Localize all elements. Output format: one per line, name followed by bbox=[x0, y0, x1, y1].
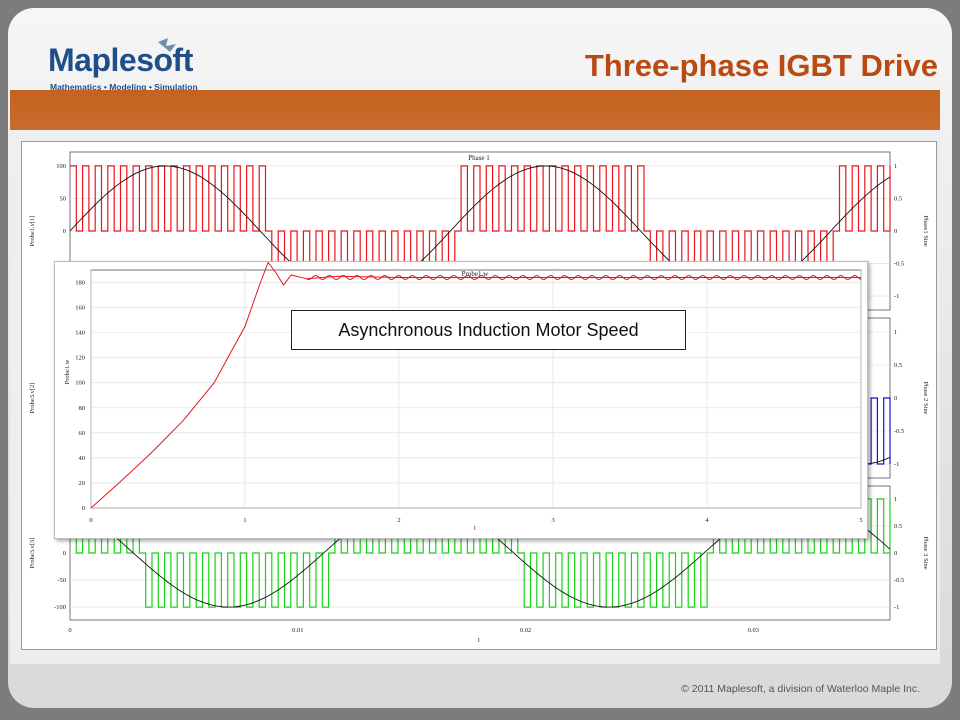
y-tick-label: -50 bbox=[57, 577, 66, 584]
slide-title: Three-phase IGBT Drive bbox=[584, 48, 938, 83]
x-tick-label: 4 bbox=[705, 517, 709, 524]
x-tick-label: 5 bbox=[859, 517, 862, 524]
y2-tick-label: -1 bbox=[894, 604, 899, 611]
y2-tick-label: 1 bbox=[894, 329, 897, 336]
y2-tick-label: 1 bbox=[894, 496, 897, 503]
y-axis-label: Probe1.w bbox=[64, 359, 71, 384]
y-tick-label: 140 bbox=[75, 330, 85, 337]
y-tick-label: 160 bbox=[75, 305, 85, 312]
y-axis-label: Probe3.v[3] bbox=[29, 538, 36, 569]
motor-speed-figure: 0 20 40 60 80 100 120 140 160 180 0 1 2 3 4 5 t Probe1.w P… bbox=[54, 261, 868, 539]
x-axis-label: t bbox=[478, 636, 480, 644]
logo-tagline: Mathematics • Modeling • Simulation bbox=[50, 82, 198, 92]
y2-axis-label: Phase 3 Sine bbox=[922, 536, 929, 569]
y2-tick-label: 0 bbox=[894, 395, 897, 402]
maple-leaf-icon bbox=[158, 38, 176, 52]
y2-tick-label: -0.5 bbox=[894, 577, 904, 584]
y-tick-label: 20 bbox=[79, 480, 86, 487]
y-tick-label: 100 bbox=[75, 380, 85, 387]
y2-tick-label: 0.5 bbox=[894, 523, 902, 530]
speed-plot-frame bbox=[90, 269, 862, 509]
panel-title: Phase 1 bbox=[468, 154, 490, 162]
y2-tick-label: 0 bbox=[894, 228, 897, 235]
speed-series-ripple bbox=[306, 274, 862, 281]
y2-tick-label: 0.5 bbox=[894, 362, 902, 369]
y-tick-label: 80 bbox=[79, 405, 86, 412]
y-tick-label: -100 bbox=[54, 604, 66, 611]
x-tick-label: 0 bbox=[68, 627, 71, 634]
y2-tick-label: 1 bbox=[894, 163, 897, 170]
y-tick-label: 0 bbox=[63, 550, 66, 557]
y-tick-label: 40 bbox=[79, 455, 86, 462]
y-tick-label: 100 bbox=[56, 163, 66, 170]
y2-tick-label: -1 bbox=[894, 293, 899, 300]
y2-axis-label: Phase1 Sine bbox=[922, 215, 929, 247]
motor-speed-callout: Asynchronous Induction Motor Speed bbox=[291, 310, 686, 350]
x-tick-label: 0.03 bbox=[748, 627, 759, 634]
y-tick-label: 180 bbox=[75, 280, 85, 287]
copyright-footer: © 2011 Maplesoft, a division of Waterloo… bbox=[681, 683, 920, 695]
y2-axis-label: Phase 2 Sine bbox=[922, 381, 929, 414]
y2-tick-label: 0.5 bbox=[894, 195, 902, 202]
x-tick-label: 2 bbox=[397, 517, 400, 524]
y2-tick-label: -0.5 bbox=[894, 261, 904, 268]
y-tick-label: 120 bbox=[75, 355, 85, 362]
maplesoft-logo: Maplesoft Mathematics • Modeling • Simul… bbox=[40, 36, 210, 96]
y2-tick-label: -1 bbox=[894, 461, 899, 468]
y-axis-label: Probe1.v[1] bbox=[29, 216, 36, 247]
y-tick-label: 50 bbox=[60, 195, 67, 202]
y2-tick-label: 0 bbox=[894, 550, 897, 557]
y-tick-label: 60 bbox=[79, 430, 86, 437]
speed-plot-title: Probe1.w bbox=[462, 270, 490, 278]
y2-tick-label: -0.5 bbox=[894, 428, 904, 435]
x-tick-label: 1 bbox=[243, 517, 246, 524]
y-tick-label: 0 bbox=[82, 505, 85, 512]
logo-wordmark: Maplesoft bbox=[48, 42, 193, 78]
y-tick-label: 0 bbox=[63, 228, 66, 235]
x-tick-label: 0 bbox=[89, 517, 92, 524]
x-tick-label: 3 bbox=[551, 517, 554, 524]
x-tick-label: 0.02 bbox=[520, 627, 531, 634]
x-axis-label: t bbox=[474, 524, 476, 532]
y-axis-label: Probe3.v[2] bbox=[29, 383, 36, 414]
motor-speed-svg: 0 20 40 60 80 100 120 140 160 180 0 1 2 3 4 5 t Probe1.w P… bbox=[64, 261, 863, 532]
x-tick-label: 0.01 bbox=[292, 627, 303, 634]
